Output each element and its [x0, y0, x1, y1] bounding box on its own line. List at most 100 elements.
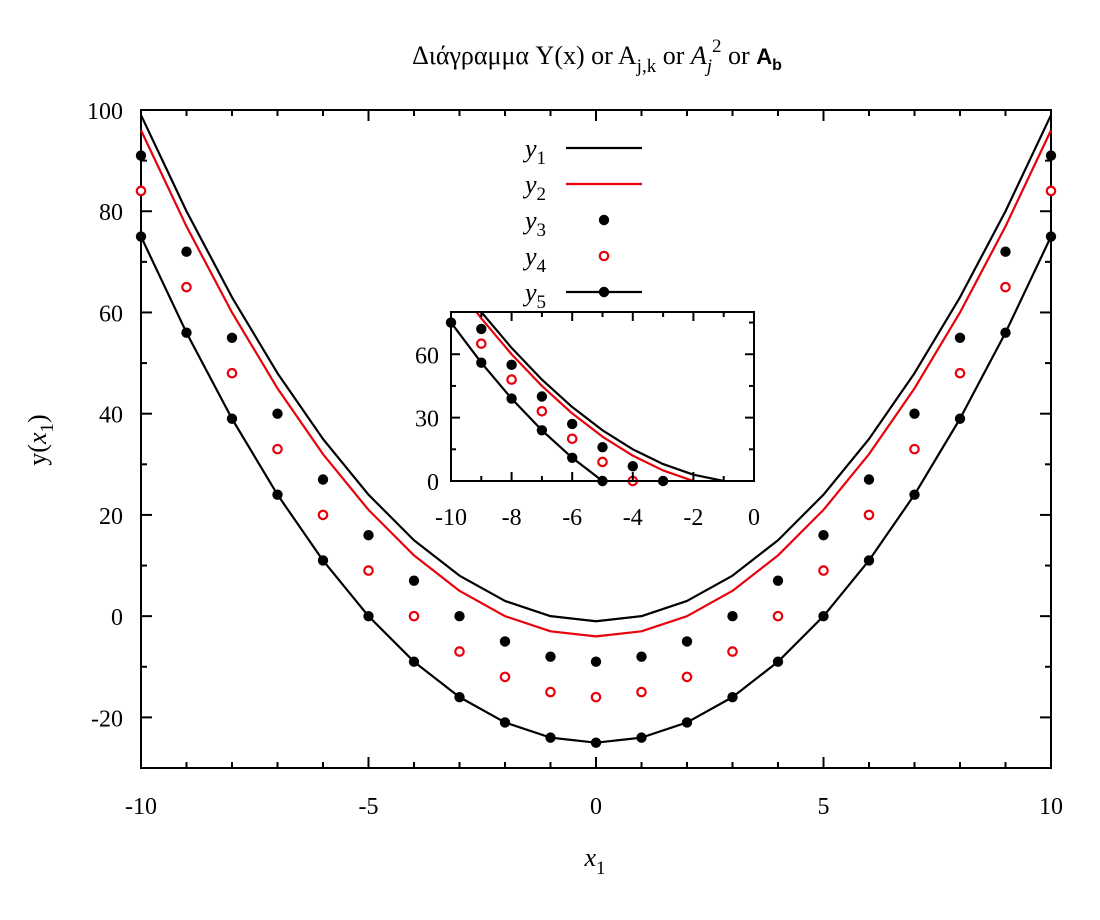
- inset-line-y1: [479, 312, 740, 481]
- inset-point-y4: [566, 433, 578, 445]
- y-tick-label: 20: [99, 504, 123, 530]
- title-A3: A: [756, 44, 772, 69]
- xlabel-var: x: [583, 843, 596, 872]
- main-point-y5: [317, 555, 329, 566]
- inset-point-y3: [476, 323, 487, 335]
- main-point-y3: [863, 474, 875, 485]
- main-point-y3: [272, 408, 283, 419]
- main-point-y4: [1000, 281, 1011, 293]
- main-point-y4: [1045, 185, 1057, 197]
- main-point-y3: [1000, 246, 1011, 257]
- main-point-y3: [818, 529, 829, 541]
- x-tick-label: 0: [590, 794, 602, 820]
- main-point-y3: [181, 246, 192, 257]
- title-or-1: or: [591, 41, 613, 70]
- main-point-y4: [590, 691, 602, 703]
- y-axis-label: y(x1): [23, 414, 58, 465]
- main-point-y4: [499, 671, 511, 683]
- title-A2-sup: 2: [712, 36, 722, 57]
- legend-marker-y3: [598, 214, 610, 226]
- y-tick-label: -20: [91, 706, 123, 732]
- inset-point-y3: [567, 418, 578, 430]
- inset-point-y3: [506, 359, 517, 371]
- xlabel-sub: 1: [596, 858, 606, 879]
- main-point-y4: [272, 443, 283, 455]
- title-A1: A: [618, 41, 637, 70]
- main-line-y1: [140, 114, 1052, 623]
- chart-title: Διάγραμμα Y(x) or Aj,k or Aj2 or Ab: [412, 29, 782, 78]
- main-point-y5: [772, 656, 784, 667]
- legend-label-y5: y5: [522, 278, 546, 313]
- main-point-y5: [272, 489, 283, 500]
- inset-y-tick-label: 30: [415, 407, 439, 433]
- main-point-y4: [863, 509, 875, 521]
- main-point-y3: [636, 651, 647, 662]
- inset-y-tick-label: 60: [415, 343, 439, 369]
- main-point-y5: [454, 691, 465, 703]
- main-point-y5: [909, 489, 920, 500]
- title-yx: Y(x): [536, 41, 585, 70]
- main-point-y5: [1045, 231, 1057, 242]
- main-point-y3: [1045, 150, 1057, 161]
- ylabel-sub: 1: [37, 423, 58, 433]
- legend-marker-y4: [598, 250, 610, 262]
- x-axis-label: x1: [583, 843, 605, 879]
- x-tick-label: 5: [818, 794, 830, 820]
- main-point-y4: [681, 671, 693, 683]
- main-point-y5: [1000, 327, 1011, 338]
- main-point-y3: [317, 474, 329, 485]
- title-A1-sub: j,k: [636, 56, 657, 77]
- main-point-y4: [135, 185, 147, 197]
- main-point-y3: [135, 150, 147, 161]
- main-point-y4: [408, 610, 420, 622]
- legend-label-y3: y3: [522, 206, 546, 241]
- x-tick-label: 10: [1039, 794, 1063, 820]
- main-point-y4: [226, 367, 238, 379]
- main-point-y3: [454, 610, 465, 622]
- legend-label-y2: y2: [522, 170, 546, 205]
- title-A3-sub: b: [772, 57, 782, 74]
- inset-x-tick-label: -8: [502, 505, 522, 531]
- main-point-y5: [135, 231, 147, 242]
- title-A2-sub: j: [704, 56, 712, 77]
- main-point-y3: [363, 529, 374, 541]
- ylabel-post: ): [23, 414, 52, 423]
- main-point-y5: [818, 610, 829, 622]
- inset-point-y4: [597, 456, 608, 468]
- main-point-y3: [545, 651, 556, 662]
- main-point-y5: [408, 656, 420, 667]
- inset-point-y5: [567, 452, 578, 463]
- main-point-y4: [954, 367, 966, 379]
- main-point-y5: [363, 610, 374, 622]
- inset-point-y5: [536, 425, 548, 436]
- main-point-y4: [772, 610, 784, 622]
- main-point-y3: [408, 575, 420, 586]
- main-point-y5: [226, 413, 238, 424]
- x-tick-label: -5: [359, 794, 379, 820]
- y-tick-label: 0: [111, 605, 123, 631]
- main-point-y4: [454, 646, 465, 657]
- main-point-y3: [681, 636, 693, 647]
- main-point-y4: [317, 509, 329, 521]
- main-point-y3: [226, 332, 238, 343]
- main-point-y4: [818, 565, 829, 576]
- main-point-y3: [772, 575, 784, 586]
- inset-x-tick-label: -6: [562, 505, 582, 531]
- inset-point-y5: [476, 357, 487, 368]
- y-tick-label: 40: [99, 403, 123, 429]
- main-point-y4: [545, 686, 556, 698]
- y-tick-label: 100: [87, 99, 123, 125]
- main-point-y3: [499, 636, 511, 647]
- main-point-y4: [636, 686, 647, 698]
- legend-label-y1: y1: [522, 134, 546, 169]
- main-point-y3: [727, 610, 738, 622]
- inset-x-tick-label: -2: [683, 505, 703, 531]
- inset-y-tick-label: 0: [427, 470, 439, 496]
- main-point-y5: [590, 737, 602, 748]
- x-tick-label: -10: [125, 794, 157, 820]
- main-point-y3: [909, 408, 920, 419]
- title-greek: Διάγραμμα: [412, 41, 529, 70]
- ylabel-var: x: [23, 432, 52, 445]
